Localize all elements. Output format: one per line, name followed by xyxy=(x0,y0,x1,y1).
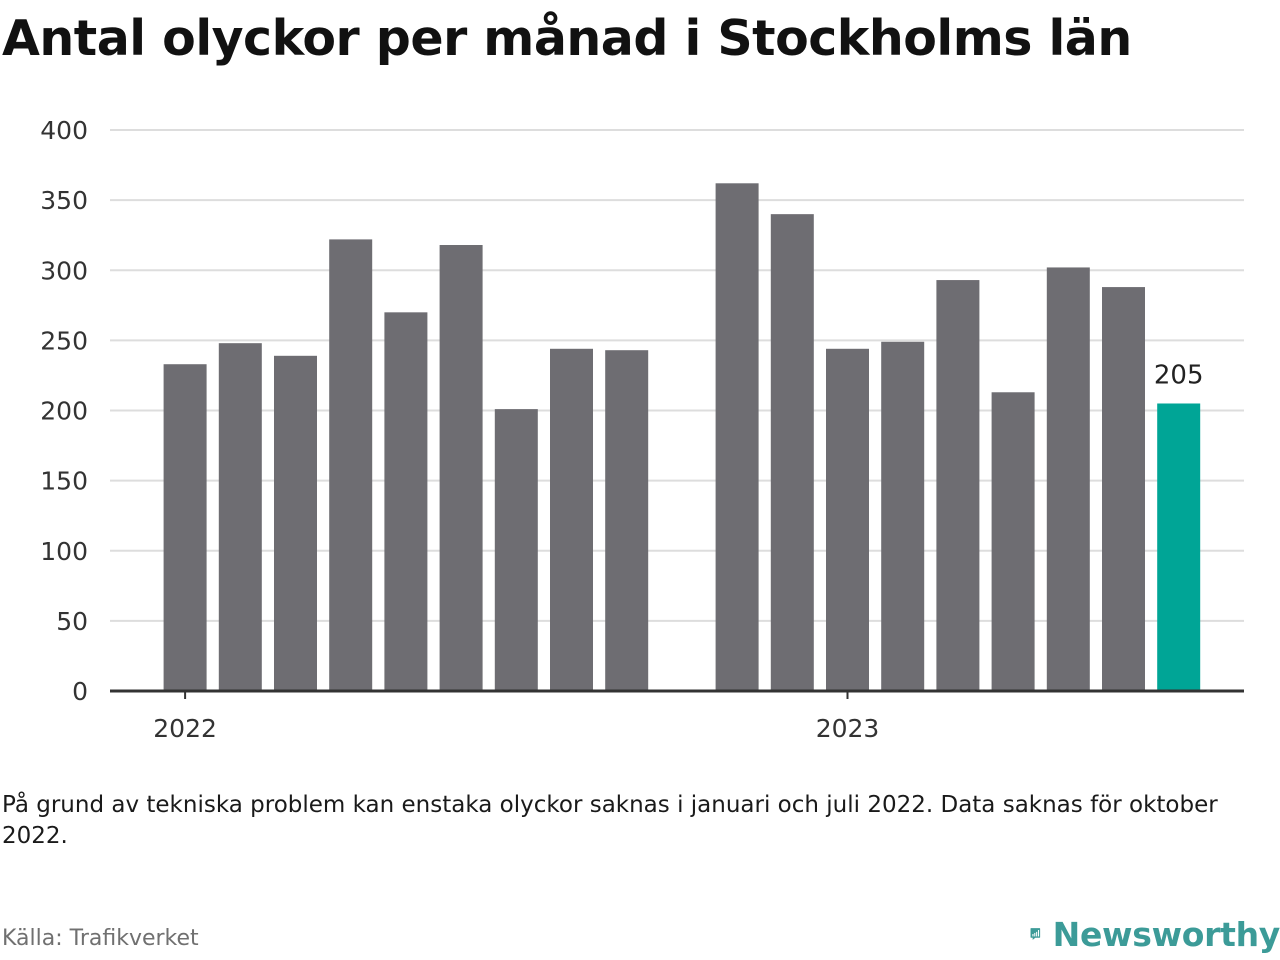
bar-value-label: 205 xyxy=(1154,360,1204,390)
bar-chart: 0 50 100 150 200 250 300 350 400 205 2022 2023 xyxy=(40,116,1244,743)
bar xyxy=(715,183,759,692)
newsworthy-logo-icon xyxy=(1030,928,1041,940)
source-text: Källa: Trafikverket xyxy=(2,926,199,951)
bar xyxy=(163,364,207,691)
y-tick-label: 200 xyxy=(40,397,88,426)
y-tick-label: 400 xyxy=(40,116,88,145)
bar xyxy=(770,214,814,691)
bar xyxy=(274,355,317,691)
bar xyxy=(494,409,538,691)
y-tick-label: 350 xyxy=(40,186,88,215)
bar xyxy=(1102,287,1145,691)
y-tick-label: 50 xyxy=(56,607,88,636)
bar xyxy=(384,312,428,691)
y-tick-label: 150 xyxy=(40,467,88,496)
bar xyxy=(550,348,593,691)
y-tick-label: 0 xyxy=(72,677,88,706)
bar xyxy=(936,280,980,691)
bar xyxy=(329,239,373,691)
y-tick-label: 300 xyxy=(40,256,88,285)
bar xyxy=(881,341,925,691)
bar xyxy=(605,350,649,691)
bar-highlight xyxy=(1157,403,1201,691)
y-tick-label: 100 xyxy=(40,537,88,566)
bar xyxy=(826,348,869,691)
chart-title: Antal olyckor per månad i Stockholms län xyxy=(2,10,1132,67)
brand-name: Newsworthy xyxy=(1052,914,1280,954)
x-tick-label: 2022 xyxy=(153,714,217,743)
bar xyxy=(1046,267,1090,691)
bar xyxy=(218,343,262,691)
x-tick-label: 2023 xyxy=(816,714,880,743)
chart-note: På grund av tekniska problem kan enstaka… xyxy=(2,792,1218,849)
y-tick-label: 250 xyxy=(40,326,88,355)
bar xyxy=(991,392,1035,691)
newsworthy-logo: Newsworthy xyxy=(1030,908,1280,960)
bar xyxy=(439,245,483,691)
